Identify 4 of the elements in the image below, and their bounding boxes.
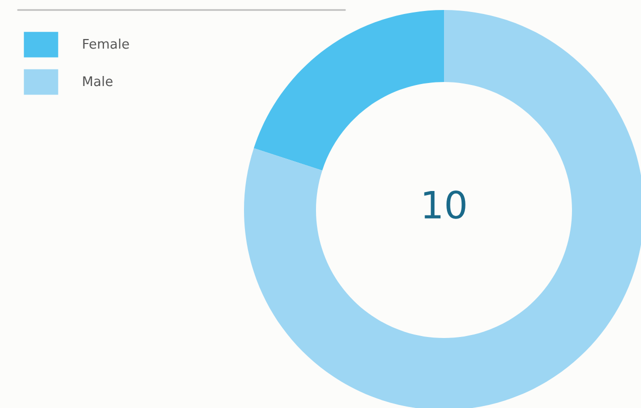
text: 10 [424, 190, 466, 219]
legend-label: Female [83, 38, 129, 49]
donut-slice [254, 10, 444, 170]
legend-label: Male [83, 76, 112, 86]
